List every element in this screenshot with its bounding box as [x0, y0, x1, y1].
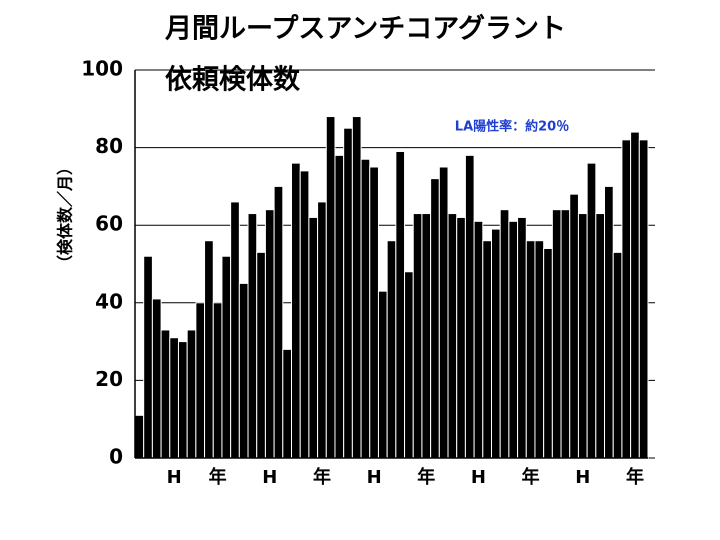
y-tick-label: 20 [95, 367, 123, 391]
bar [343, 127, 353, 459]
bar [490, 228, 501, 459]
bar [264, 209, 275, 459]
bar [369, 166, 379, 459]
bar [604, 185, 614, 459]
bar [256, 251, 266, 459]
bar [195, 302, 206, 459]
x-tick-label: H [471, 467, 486, 488]
bar [404, 271, 414, 459]
bar [621, 139, 632, 459]
bar [447, 213, 458, 459]
bar [534, 240, 545, 459]
bar [360, 158, 371, 459]
bar [543, 247, 553, 459]
x-tick-label: H [575, 467, 590, 488]
bar [299, 170, 310, 459]
bar [291, 162, 301, 459]
bar [430, 178, 440, 459]
x-tick-label: 年 [522, 466, 540, 488]
bar [473, 220, 484, 459]
y-tick-label: 40 [95, 289, 123, 313]
bar [377, 290, 388, 459]
y-axis-label: （検体数／月） [56, 159, 75, 271]
bar [238, 282, 249, 459]
bar [186, 329, 197, 459]
annotation: LA陽性率：約20％ [455, 119, 569, 135]
bar [160, 329, 171, 459]
bar [317, 201, 327, 459]
bar [464, 154, 475, 459]
y-tick-label: 80 [95, 134, 123, 158]
x-tick-label: 年 [313, 466, 331, 488]
bar [230, 201, 240, 459]
bar [143, 255, 153, 459]
bar [308, 216, 319, 459]
bar [395, 150, 406, 459]
y-tick-label: 100 [81, 57, 123, 81]
bar [560, 209, 571, 459]
bar [438, 166, 449, 459]
x-tick-label: H [167, 467, 182, 488]
bar [595, 213, 606, 459]
bar [577, 213, 588, 459]
bar [334, 154, 345, 459]
x-tick-label: 年 [209, 466, 227, 488]
bar [247, 213, 258, 459]
bar [134, 414, 145, 459]
bar [177, 341, 188, 459]
y-tick-label: 60 [95, 212, 123, 236]
bar [212, 302, 223, 459]
bar [630, 131, 640, 459]
bar [508, 220, 519, 459]
bar [386, 240, 397, 459]
x-tick-label: H [367, 467, 382, 488]
bar [412, 213, 423, 459]
bar [482, 240, 492, 459]
bar [517, 216, 527, 459]
bar [525, 240, 536, 459]
bar [421, 213, 432, 459]
bar [586, 162, 597, 459]
chart-title: 月間ループスアンチコアグラント [164, 13, 566, 45]
bar [282, 348, 293, 459]
y-tick-label: 0 [109, 445, 123, 469]
bar [612, 251, 623, 459]
bar [351, 116, 362, 459]
x-tick-label: H [262, 467, 277, 488]
bar [273, 185, 284, 459]
bar [499, 209, 510, 459]
bar [456, 216, 466, 459]
bar [151, 298, 162, 459]
bar [204, 240, 214, 459]
x-tick-label: 年 [626, 466, 644, 488]
x-tick-label: 年 [417, 466, 435, 488]
chart-subtitle: 依頼検体数 [165, 65, 301, 96]
bar [569, 193, 579, 459]
bar [169, 337, 179, 459]
bar [325, 116, 336, 459]
bar [638, 139, 649, 459]
bar [551, 209, 562, 459]
bar [221, 255, 232, 459]
